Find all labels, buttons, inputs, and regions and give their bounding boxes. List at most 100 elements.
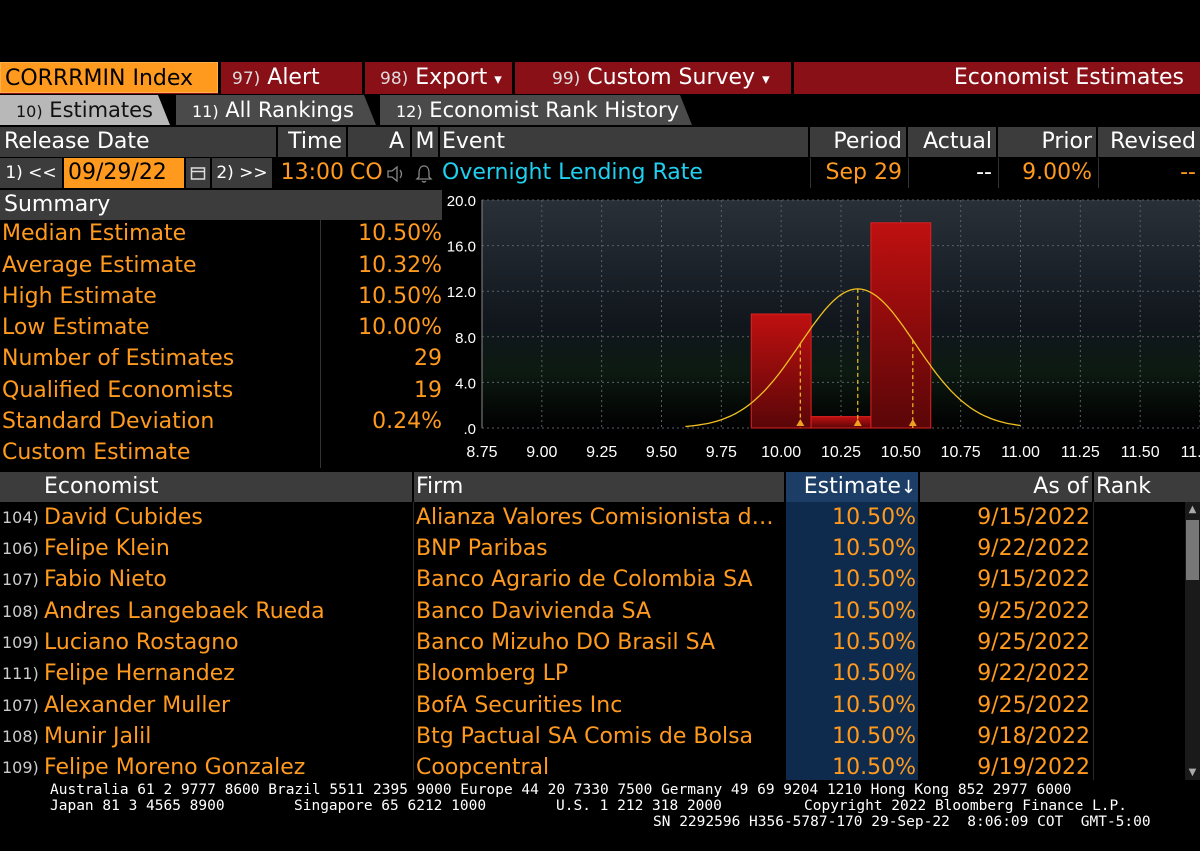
- release-date-header: Release Date: [0, 127, 276, 157]
- table-row-firm[interactable]: Coopcentral: [416, 755, 550, 780]
- table-row-asof: 9/15/2022: [977, 567, 1090, 592]
- table-row-firm[interactable]: Btg Pactual SA Comis de Bolsa: [416, 724, 754, 749]
- footer-contacts-line1: Australia 61 2 9777 8600 Brazil 5511 239…: [50, 782, 1072, 798]
- event-name-link[interactable]: Overnight Lending Rate: [442, 160, 703, 185]
- y-tick-label: 16.0: [447, 239, 476, 256]
- table-row-economist[interactable]: Andres Langebaek Rueda: [44, 599, 325, 624]
- table-row-estimate: 10.50%: [832, 599, 916, 624]
- table-row-rank: [1096, 596, 1182, 627]
- table-row-estimate: 10.50%: [832, 755, 916, 780]
- m-header: M: [412, 127, 438, 157]
- chevron-down-icon: ▾: [762, 70, 770, 88]
- table-row-number: 111): [2, 664, 39, 683]
- footer-contacts-singapore: Singapore 65 6212 1000: [294, 798, 487, 814]
- table-row-firm[interactable]: BNP Paribas: [416, 536, 548, 561]
- table-row-economist[interactable]: Luciano Rostagno: [44, 630, 239, 655]
- footer-session-info: SN 2292596 H356-5787-170 29-Sep-22 8:06:…: [653, 814, 1151, 830]
- table-row-firm[interactable]: Alianza Valores Comisionista d…: [416, 505, 774, 530]
- footer-contacts-us: U.S. 1 212 318 2000: [556, 798, 722, 814]
- table-scrollbar[interactable]: ▲ ▼: [1185, 502, 1200, 780]
- scrollbar-thumb[interactable]: [1186, 520, 1199, 580]
- x-tick-label: 9.00: [526, 444, 557, 461]
- alert-button[interactable]: 97) Alert: [232, 65, 320, 90]
- table-row-firm[interactable]: Banco Davivienda SA: [416, 599, 652, 624]
- table-row-number: 104): [2, 508, 39, 527]
- footer: Australia 61 2 9777 8600 Brazil 5511 239…: [0, 780, 1200, 851]
- calendar-icon[interactable]: [186, 158, 210, 188]
- custom-survey-button[interactable]: 99) Custom Survey ▾: [552, 65, 770, 90]
- table-row-asof: 9/19/2022: [977, 755, 1090, 780]
- summary-label: Low Estimate: [2, 315, 150, 340]
- average-estimate-value: 10.32%: [358, 253, 442, 278]
- x-tick-label: 10.25: [821, 444, 861, 461]
- table-row-number: 107): [2, 696, 39, 715]
- table-row-estimate: 10.50%: [832, 505, 916, 530]
- page-title: Economist Estimates: [953, 65, 1184, 90]
- table-row-estimate: 10.50%: [832, 536, 916, 561]
- summary-label: High Estimate: [2, 284, 157, 309]
- previous-date-button[interactable]: 1) <<: [0, 158, 62, 188]
- x-tick-label: 10.75: [941, 444, 981, 461]
- next-date-button[interactable]: 2) >>: [212, 158, 272, 188]
- estimate-marker: [908, 419, 917, 426]
- plot-area: [482, 200, 1200, 428]
- scroll-up-icon[interactable]: ▲: [1188, 504, 1197, 515]
- ticker-field[interactable]: CORRRMIN Index: [0, 62, 218, 93]
- table-row-firm[interactable]: BofA Securities Inc: [416, 693, 623, 718]
- table-row-economist[interactable]: David Cubides: [44, 505, 203, 530]
- asof-column-header[interactable]: As of: [920, 472, 1092, 502]
- event-revised: --: [1098, 158, 1200, 188]
- table-row-rank: [1096, 502, 1182, 533]
- table-row-firm[interactable]: Banco Agrario de Colombia SA: [416, 567, 753, 592]
- y-tick-label: 12.0: [447, 284, 476, 301]
- estimate-marker: [853, 419, 862, 426]
- table-row-asof: 9/25/2022: [977, 599, 1090, 624]
- summary-label: Custom Estimate: [2, 440, 191, 465]
- table-row-economist[interactable]: Felipe Hernandez: [44, 661, 235, 686]
- table-row-rank: [1096, 721, 1182, 752]
- histogram-bar: [870, 222, 932, 429]
- y-tick-label: .0: [463, 421, 476, 438]
- y-tick-label: 4.0: [455, 375, 476, 392]
- estimate-distribution-chart: 8.75 9.00 9.25 9.50 9.75 10.00 10.25 10.50 10.75…: [447, 193, 1200, 461]
- firm-column-header[interactable]: Firm: [414, 472, 784, 502]
- table-row-economist[interactable]: Munir Jalil: [44, 724, 152, 749]
- estimate-marker: [796, 419, 805, 426]
- export-button[interactable]: 98) Export ▾: [380, 65, 502, 90]
- x-tick-label: 11.00: [1001, 444, 1040, 461]
- tab-estimates[interactable]: 10) Estimates: [0, 95, 170, 125]
- actual-header: Actual: [908, 127, 996, 157]
- economist-column-header[interactable]: Economist: [0, 472, 412, 502]
- table-row-economist[interactable]: Felipe Klein: [44, 536, 170, 561]
- tab-all-rankings[interactable]: 11) All Rankings: [176, 95, 376, 125]
- table-row-firm[interactable]: Banco Mizuho DO Brasil SA: [416, 630, 716, 655]
- table-row-number: 106): [2, 539, 39, 558]
- histogram-bar: [810, 416, 872, 429]
- scroll-down-icon[interactable]: ▼: [1188, 767, 1197, 778]
- table-row-firm[interactable]: Bloomberg LP: [416, 661, 569, 686]
- table-row-economist[interactable]: Felipe Moreno Gonzalez: [44, 755, 306, 780]
- summary-label: Median Estimate: [2, 221, 187, 246]
- event-country: CO: [350, 160, 383, 185]
- table-row-economist[interactable]: Alexander Muller: [44, 693, 231, 718]
- qualified-economists-value: 19: [414, 378, 442, 403]
- x-tick-label: 11.25: [1061, 444, 1100, 461]
- rank-column-header[interactable]: Rank: [1094, 472, 1200, 502]
- event-time: 13:00: [280, 160, 344, 185]
- release-date-field[interactable]: 09/29/22: [64, 158, 184, 188]
- summary-label: Qualified Economists: [2, 378, 234, 403]
- revised-header: Revised: [1098, 127, 1200, 157]
- period-header: Period: [810, 127, 906, 157]
- tab-economist-rank-history[interactable]: 12) Economist Rank History: [380, 95, 692, 125]
- x-tick-label: 8.75: [466, 444, 497, 461]
- speaker-icon[interactable]: [386, 158, 410, 188]
- estimate-column-header[interactable]: Estimate↓: [786, 472, 918, 502]
- standard-deviation-value: 0.24%: [372, 409, 442, 434]
- table-row-economist[interactable]: Fabio Nieto: [44, 567, 167, 592]
- table-row-estimate: 10.50%: [832, 693, 916, 718]
- sort-descending-icon: ↓: [900, 477, 916, 498]
- bell-icon[interactable]: [414, 158, 438, 188]
- function-bar: CORRRMIN Index 97) Alert 98) Export ▾ 99…: [0, 62, 1200, 94]
- summary-label: Standard Deviation: [2, 409, 215, 434]
- table-row-estimate: 10.50%: [832, 567, 916, 592]
